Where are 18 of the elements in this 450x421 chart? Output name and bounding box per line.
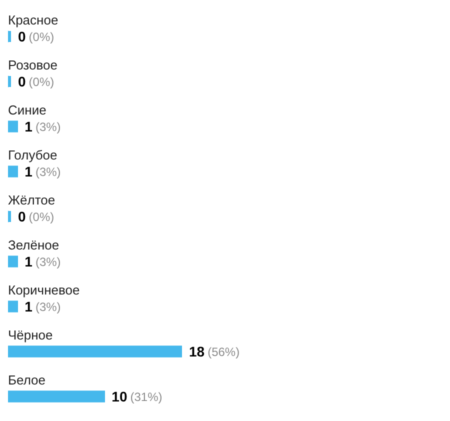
data-label: 1 (3%): [24, 253, 61, 270]
y-tick-label: Розовое: [8, 58, 58, 72]
y-tick-label: Голубое: [8, 148, 58, 162]
data-label: 1 (3%): [24, 118, 61, 134]
y-tick-label: Чёрное: [8, 328, 53, 342]
data-label: 18 (56%): [189, 343, 240, 360]
data-label: 10 (31%): [112, 388, 162, 404]
data-label: 1 (3%): [24, 163, 61, 180]
y-tick-label: Зелёное: [8, 238, 60, 252]
data-label: 1 (3%): [24, 298, 61, 314]
y-tick-label: Жёлтое: [8, 192, 56, 208]
y-tick-label: Белое: [8, 372, 46, 388]
y-tick-label: Коричневое: [8, 282, 80, 298]
y-tick-label: Красное: [8, 12, 58, 28]
data-label: 0 (0%): [18, 208, 54, 224]
y-tick-label: Синие: [8, 102, 46, 118]
data-label: 0 (0%): [18, 28, 54, 44]
data-label: 0 (0%): [18, 73, 54, 90]
